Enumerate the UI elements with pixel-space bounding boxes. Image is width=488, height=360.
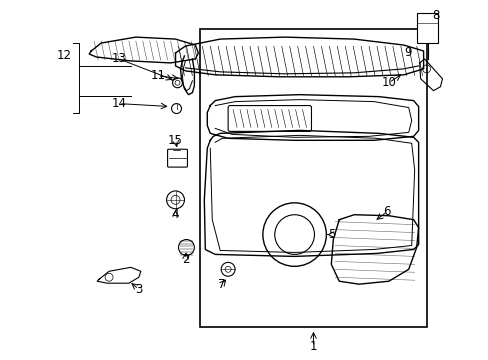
Text: 10: 10: [381, 76, 395, 89]
Text: 12: 12: [56, 49, 71, 63]
Text: 4: 4: [171, 208, 179, 221]
Bar: [200, 29, 426, 327]
Text: 11: 11: [150, 69, 165, 82]
Text: 5: 5: [327, 228, 334, 241]
Text: 3: 3: [135, 283, 142, 296]
Bar: [416, 13, 438, 43]
Text: 8: 8: [431, 9, 438, 22]
Text: 15: 15: [168, 134, 183, 147]
FancyBboxPatch shape: [167, 149, 187, 167]
Text: 1: 1: [309, 340, 317, 353]
Text: 7: 7: [218, 278, 225, 291]
Text: 6: 6: [383, 205, 390, 218]
Text: 2: 2: [182, 253, 189, 266]
FancyBboxPatch shape: [228, 105, 311, 131]
Text: 13: 13: [111, 53, 126, 66]
Text: 9: 9: [404, 46, 411, 59]
Text: 14: 14: [111, 97, 126, 110]
